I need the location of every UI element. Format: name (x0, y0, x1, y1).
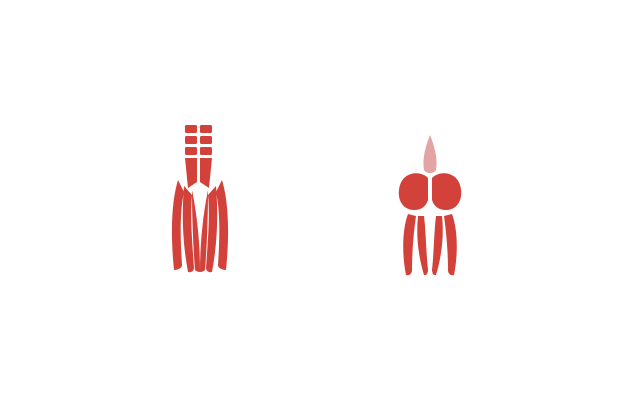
lower-back-muscle (423, 135, 437, 173)
abs-segment (200, 147, 212, 155)
abs-segment (185, 136, 197, 144)
abs-segment (185, 147, 197, 155)
left-inner-hamstring (417, 216, 428, 276)
left-outer-hamstring (403, 214, 416, 276)
left-outer-quad (171, 180, 184, 270)
front-muscle-figure (160, 120, 240, 280)
left-inner-quad (192, 190, 200, 272)
glutes-hamstrings-back-muscle-icon (398, 135, 462, 276)
right-outer-quad (216, 180, 229, 270)
abs-segment (185, 125, 197, 133)
back-muscle-figure (390, 130, 470, 280)
abs-segment (200, 125, 212, 133)
right-mid-quad (206, 186, 218, 273)
lower-abs (185, 158, 197, 188)
right-glute (432, 173, 462, 210)
torso-legs-front-muscle-icon (171, 125, 229, 273)
right-outer-hamstring (444, 214, 457, 276)
right-inner-quad (200, 190, 208, 272)
abdominals-group (185, 125, 212, 188)
right-inner-hamstring (432, 216, 443, 276)
left-mid-quad (182, 186, 194, 273)
lower-abs (200, 158, 212, 188)
quadriceps-group (171, 180, 229, 273)
abs-segment (200, 136, 212, 144)
left-glute (398, 173, 428, 210)
